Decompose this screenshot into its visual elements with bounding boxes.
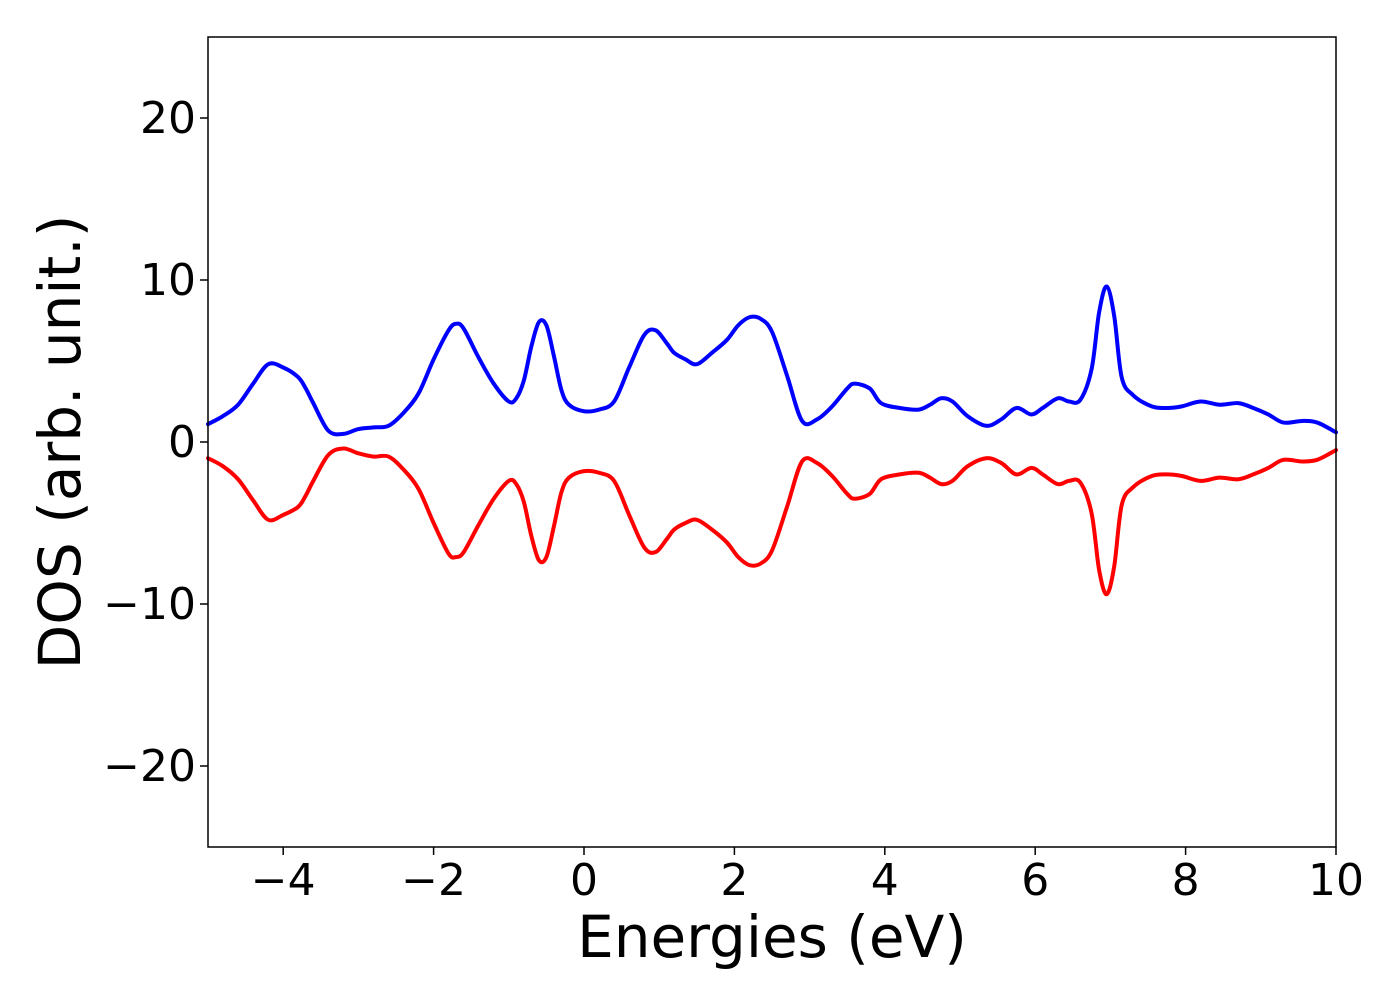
- series-line-red: [206, 446, 1338, 597]
- x-tick-label: 8: [1172, 855, 1200, 906]
- x-tick-label: 6: [1021, 855, 1049, 906]
- x-tick-label: −4: [251, 855, 316, 906]
- series-layer: [206, 284, 1338, 597]
- y-axis: −20 −10 0 10 20: [103, 93, 208, 792]
- x-tick-label: 4: [871, 855, 899, 906]
- y-axis-label: DOS (arb. unit.): [26, 215, 94, 670]
- x-axis-label: Energies (eV): [577, 903, 967, 971]
- y-tick-label: 0: [168, 417, 196, 468]
- x-axis: −4 −2 0 2 4 6 8 10: [251, 847, 1364, 906]
- series-line-blue: [206, 284, 1338, 437]
- y-tick-label: 20: [140, 93, 196, 144]
- x-tick-label: 0: [570, 855, 598, 906]
- y-tick-label: −10: [103, 579, 196, 630]
- x-tick-label: −2: [401, 855, 466, 906]
- x-tick-label: 10: [1308, 855, 1364, 906]
- x-tick-label: 2: [720, 855, 748, 906]
- y-tick-label: −20: [103, 741, 196, 792]
- y-tick-label: 10: [140, 255, 196, 306]
